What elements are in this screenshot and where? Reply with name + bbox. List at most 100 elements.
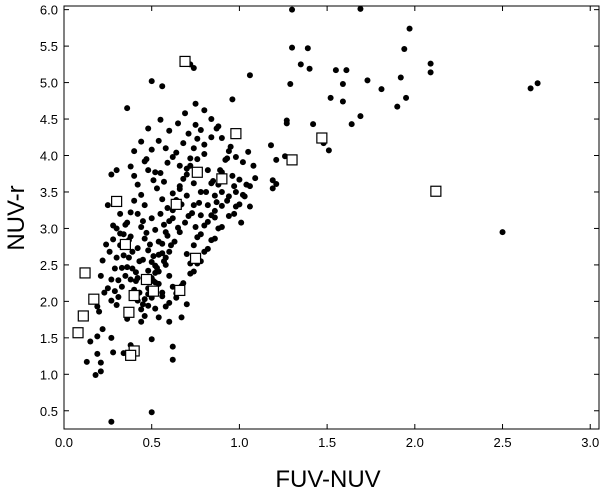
filled-circle-point: [113, 225, 120, 232]
filled-circle-point: [124, 264, 131, 271]
filled-circle-point: [113, 167, 120, 174]
filled-circle-point: [183, 171, 190, 178]
filled-circle-point: [176, 162, 183, 169]
filled-circle-point: [197, 212, 204, 219]
filled-circle-point: [339, 98, 346, 105]
filled-circle-point: [213, 199, 220, 206]
filled-circle-point: [125, 254, 132, 261]
filled-circle-point: [218, 223, 225, 230]
x-tick-label: 1.0: [230, 435, 248, 450]
filled-circle-point: [164, 205, 171, 212]
filled-circle-point: [397, 74, 404, 81]
open-square-point: [123, 306, 135, 318]
filled-circle-point: [115, 293, 122, 300]
filled-circle-point: [124, 219, 131, 226]
filled-circle-point: [138, 318, 145, 325]
filled-circle-point: [160, 178, 167, 185]
filled-circle-point: [204, 202, 211, 209]
filled-circle-point: [180, 175, 187, 182]
filled-circle-point: [159, 293, 166, 300]
filled-circle-point: [108, 297, 115, 304]
filled-circle-point: [108, 418, 115, 425]
tick-labels: 0.0 0.5 1.0 1.5 2.0 2.5 3.0 0.5 1.0 1.5 2.0 2.5 3.0 3…: [40, 3, 599, 450]
filled-circle-point: [97, 368, 104, 375]
filled-circle-point: [111, 265, 118, 272]
filled-circle-point: [197, 188, 204, 195]
filled-circle-point: [127, 163, 134, 170]
filled-circle-point: [204, 245, 211, 252]
y-tick-label: 5.0: [40, 76, 58, 91]
filled-circle-point: [196, 199, 203, 206]
filled-circle-point: [325, 147, 332, 154]
filled-circle-point: [152, 169, 159, 176]
filled-circle-point: [127, 276, 134, 283]
filled-circle-point: [215, 123, 222, 130]
filled-circle-point: [131, 172, 138, 179]
y-tick-label: 1.0: [40, 367, 58, 382]
filled-circle-point: [190, 145, 197, 152]
open-square-point: [128, 289, 140, 302]
filled-circle-point: [190, 64, 197, 71]
filled-circle-point: [406, 25, 413, 32]
filled-circle-point: [236, 176, 243, 183]
filled-circle-point: [180, 140, 187, 147]
filled-circle-point: [201, 151, 208, 158]
filled-circle-point: [120, 231, 127, 238]
filled-circle-point: [134, 210, 141, 217]
filled-circle-point: [159, 250, 166, 257]
filled-circle-point: [364, 77, 371, 84]
filled-circle-point: [145, 267, 152, 274]
filled-circle-point: [150, 253, 157, 260]
filled-circle-point: [229, 96, 236, 103]
filled-circle-point: [152, 305, 159, 312]
x-tick-label: 3.0: [581, 435, 599, 450]
filled-circle-point: [108, 171, 115, 178]
filled-circle-point: [394, 103, 401, 110]
filled-circle-point: [134, 275, 141, 282]
open-square-point: [77, 310, 89, 322]
filled-circle-point: [232, 203, 239, 210]
filled-circle-point: [289, 6, 296, 13]
filled-circle-point: [201, 107, 208, 114]
filled-circle-point: [287, 81, 294, 88]
filled-circle-point: [427, 60, 434, 67]
open-square-point: [174, 284, 186, 297]
filled-circle-point: [108, 334, 115, 341]
filled-circle-point: [267, 142, 274, 149]
filled-circle-point: [204, 167, 211, 174]
open-square-point: [189, 252, 202, 264]
filled-circle-point: [141, 202, 148, 209]
filled-circle-point: [192, 100, 199, 107]
filled-circle-point: [211, 207, 218, 214]
y-tick-label: 0.5: [40, 404, 58, 419]
open-square-point: [216, 173, 228, 185]
open-square-point: [147, 285, 160, 297]
filled-circle-point: [208, 116, 215, 123]
filled-circle-point: [155, 137, 162, 144]
filled-circle-point: [131, 197, 138, 204]
x-tick-label: 1.5: [318, 435, 336, 450]
filled-circle-point: [239, 159, 246, 166]
filled-circle-point: [132, 269, 139, 276]
filled-circle-point: [120, 252, 127, 259]
open-square-point: [72, 327, 84, 339]
filled-circle-point: [139, 218, 146, 225]
filled-circle-point: [283, 117, 290, 124]
filled-circle-point: [182, 219, 189, 226]
filled-circle-point: [148, 146, 155, 153]
filled-circle-point: [169, 215, 176, 222]
filled-circle-point: [143, 229, 150, 236]
filled-circle-point: [187, 155, 194, 162]
filled-circle-point: [218, 202, 225, 209]
filled-circle-point: [208, 134, 215, 141]
filled-circle-point: [182, 110, 189, 117]
filled-circle-point: [238, 219, 245, 226]
filled-circle-point: [348, 121, 355, 128]
data-points: [72, 5, 541, 425]
filled-circle-point: [231, 183, 238, 190]
y-tick-label: 3.0: [40, 221, 58, 236]
filled-circle-point: [175, 120, 182, 127]
open-square-point: [430, 185, 442, 197]
filled-circle-point: [138, 191, 145, 198]
